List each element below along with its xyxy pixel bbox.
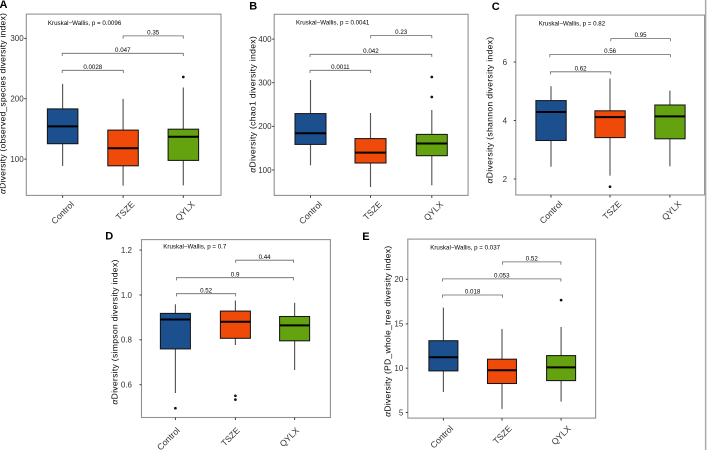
svg-text:0.8: 0.8 xyxy=(121,336,133,345)
svg-text:αDiversity (chao1 diversity in: αDiversity (chao1 diversity index) xyxy=(248,36,258,173)
svg-text:0.047: 0.047 xyxy=(115,47,131,54)
svg-text:0.042: 0.042 xyxy=(363,48,379,55)
svg-text:300: 300 xyxy=(258,79,272,88)
svg-text:0.0011: 0.0011 xyxy=(331,64,350,71)
svg-text:αDiversity (PD_whole_tree dive: αDiversity (PD_whole_tree diversity inde… xyxy=(383,246,393,417)
svg-text:1.2: 1.2 xyxy=(121,246,133,255)
svg-text:Kruskal−Wallis, p = 0.037: Kruskal−Wallis, p = 0.037 xyxy=(430,244,500,251)
svg-text:C: C xyxy=(492,1,500,13)
svg-text:Kruskal−Wallis, p = 0.0041: Kruskal−Wallis, p = 0.0041 xyxy=(296,19,370,26)
svg-text:0.35: 0.35 xyxy=(147,30,160,37)
svg-text:Kruskal−Wallis, p = 0.7: Kruskal−Wallis, p = 0.7 xyxy=(163,244,227,251)
svg-text:0.56: 0.56 xyxy=(604,48,617,55)
svg-text:αDiversity (simpson diversity: αDiversity (simpson diversity index) xyxy=(110,259,120,404)
svg-text:E: E xyxy=(362,231,369,243)
svg-text:20: 20 xyxy=(394,275,403,284)
svg-text:0.44: 0.44 xyxy=(259,254,272,261)
svg-text:Kruskal−Wallis, p = 0.0096: Kruskal−Wallis, p = 0.0096 xyxy=(48,20,122,27)
svg-text:0.018: 0.018 xyxy=(465,289,481,296)
svg-text:B: B xyxy=(249,1,257,13)
svg-text:400: 400 xyxy=(258,35,272,44)
svg-text:100: 100 xyxy=(258,166,272,175)
svg-text:0.0028: 0.0028 xyxy=(83,64,102,71)
svg-text:6: 6 xyxy=(503,58,508,67)
svg-text:1.0: 1.0 xyxy=(121,291,133,300)
svg-text:10: 10 xyxy=(394,364,403,373)
svg-text:4: 4 xyxy=(503,116,508,125)
svg-text:0.6: 0.6 xyxy=(121,381,133,390)
svg-text:0.053: 0.053 xyxy=(494,273,510,280)
svg-text:0.95: 0.95 xyxy=(635,32,648,39)
svg-text:D: D xyxy=(105,230,113,242)
svg-text:15: 15 xyxy=(394,320,403,329)
svg-text:αDiversity (shannon diversity: αDiversity (shannon diversity index) xyxy=(485,37,495,184)
svg-text:2: 2 xyxy=(503,175,508,184)
svg-text:Kruskal−Wallis, p = 0.82: Kruskal−Wallis, p = 0.82 xyxy=(539,20,606,27)
svg-text:0.52: 0.52 xyxy=(526,256,539,263)
svg-text:0.23: 0.23 xyxy=(395,29,408,36)
svg-text:A: A xyxy=(0,0,8,11)
svg-text:300: 300 xyxy=(10,34,24,43)
svg-text:0.52: 0.52 xyxy=(200,287,213,294)
svg-text:αDiversity (observed_species d: αDiversity (observed_species diversity i… xyxy=(0,13,8,194)
svg-text:100: 100 xyxy=(10,155,24,164)
svg-text:200: 200 xyxy=(258,122,272,131)
svg-text:0.9: 0.9 xyxy=(231,271,240,278)
svg-text:0.62: 0.62 xyxy=(575,65,588,72)
svg-text:200: 200 xyxy=(10,95,24,104)
svg-text:5: 5 xyxy=(399,408,404,417)
